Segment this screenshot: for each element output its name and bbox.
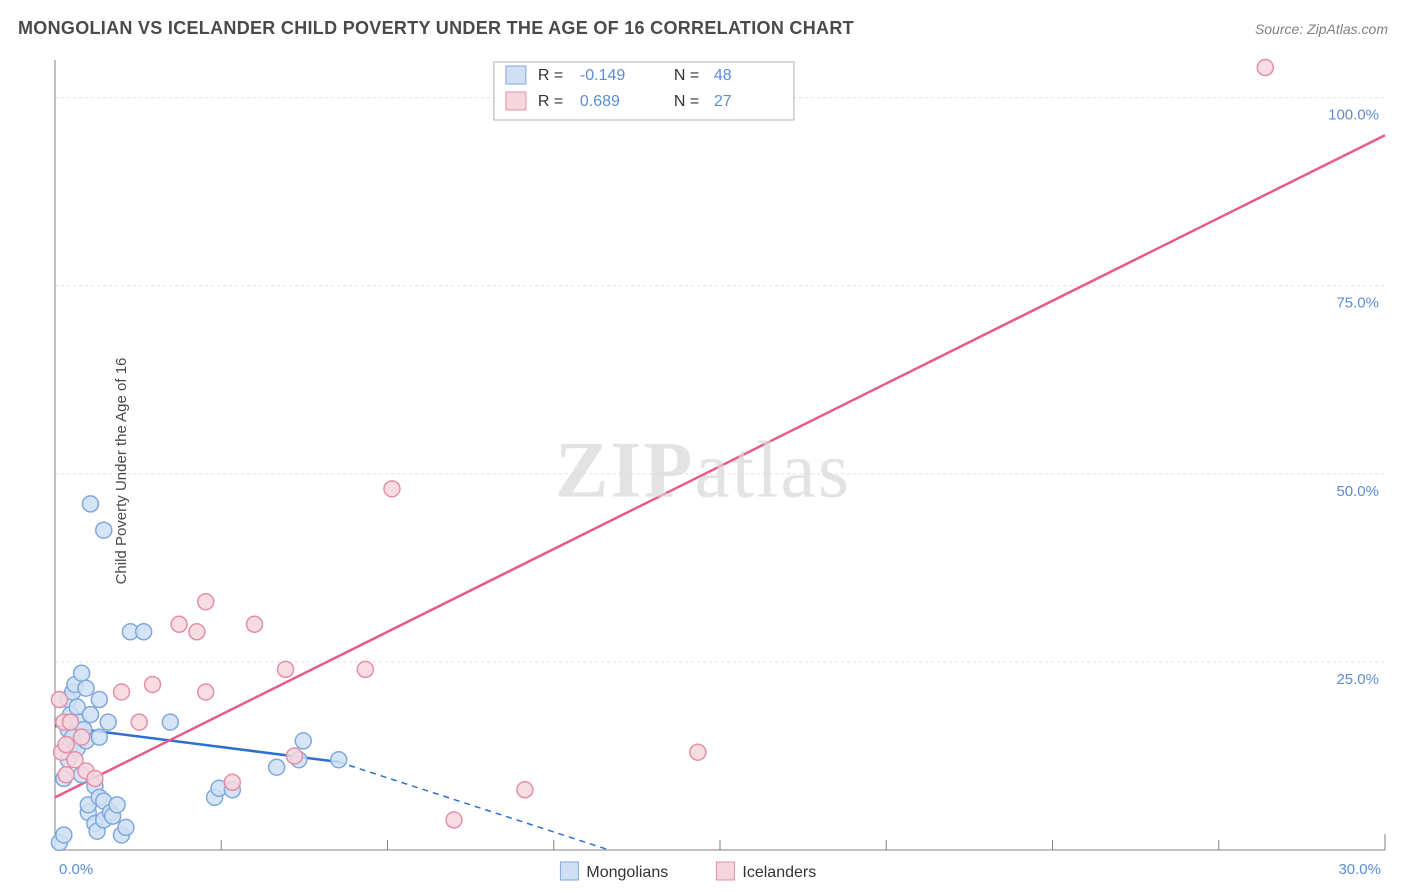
data-point <box>517 782 533 798</box>
x-tick-label: 30.0% <box>1338 861 1381 878</box>
source-attribution: Source: ZipAtlas.com <box>1255 21 1388 37</box>
data-point <box>109 797 125 813</box>
legend-swatch-icon <box>716 862 734 880</box>
data-point <box>269 759 285 775</box>
legend-swatch-icon <box>506 92 526 110</box>
data-point <box>278 661 294 677</box>
y-tick-label: 75.0% <box>1336 295 1379 312</box>
y-tick-label: 50.0% <box>1336 483 1379 500</box>
data-point <box>82 707 98 723</box>
legend-swatch-icon <box>506 66 526 84</box>
data-point <box>87 771 103 787</box>
trend-line <box>55 135 1385 797</box>
data-point <box>74 665 90 681</box>
correlation-n-label: N = <box>674 67 699 84</box>
scatter-chart: 0.0% 30.0% 25.0% 50.0% 75.0% 100.0% R = -0.149 N… <box>0 50 1406 892</box>
data-point <box>171 616 187 632</box>
correlation-r-label: R = <box>538 67 563 84</box>
data-point <box>114 684 130 700</box>
data-point <box>51 692 67 708</box>
data-point <box>91 692 107 708</box>
x-tick-label: 0.0% <box>59 861 93 878</box>
data-point <box>145 676 161 692</box>
data-point <box>58 737 74 753</box>
legend-label: Mongolians <box>586 864 668 881</box>
legend-label: Icelanders <box>742 864 816 881</box>
data-point <box>162 714 178 730</box>
data-point <box>198 684 214 700</box>
correlation-n-value: 27 <box>714 93 732 110</box>
correlation-r-value: -0.149 <box>580 67 625 84</box>
data-point <box>198 594 214 610</box>
data-point <box>100 714 116 730</box>
y-tick-label: 25.0% <box>1336 671 1379 688</box>
data-point <box>58 767 74 783</box>
data-point <box>247 616 263 632</box>
trend-line-extrapolated <box>339 762 609 850</box>
data-point <box>91 729 107 745</box>
data-point <box>82 496 98 512</box>
data-point <box>357 661 373 677</box>
data-point <box>295 733 311 749</box>
data-point <box>118 819 134 835</box>
data-point <box>384 481 400 497</box>
data-point <box>96 522 112 538</box>
data-point <box>63 714 79 730</box>
data-point <box>189 624 205 640</box>
y-axis-label: Child Poverty Under the Age of 16 <box>113 358 130 585</box>
data-point <box>131 714 147 730</box>
data-point <box>1257 60 1273 76</box>
legend-swatch-icon <box>560 862 578 880</box>
data-point <box>136 624 152 640</box>
data-point <box>331 752 347 768</box>
data-point <box>286 748 302 764</box>
data-point <box>74 729 90 745</box>
correlation-r-label: R = <box>538 93 563 110</box>
y-tick-label: 100.0% <box>1328 107 1379 124</box>
correlation-n-label: N = <box>674 93 699 110</box>
correlation-n-value: 48 <box>714 67 732 84</box>
data-point <box>446 812 462 828</box>
data-point <box>690 744 706 760</box>
correlation-r-value: 0.689 <box>580 93 620 110</box>
chart-title: MONGOLIAN VS ICELANDER CHILD POVERTY UND… <box>18 18 854 39</box>
data-point <box>56 827 72 843</box>
data-point <box>78 680 94 696</box>
data-point <box>224 774 240 790</box>
